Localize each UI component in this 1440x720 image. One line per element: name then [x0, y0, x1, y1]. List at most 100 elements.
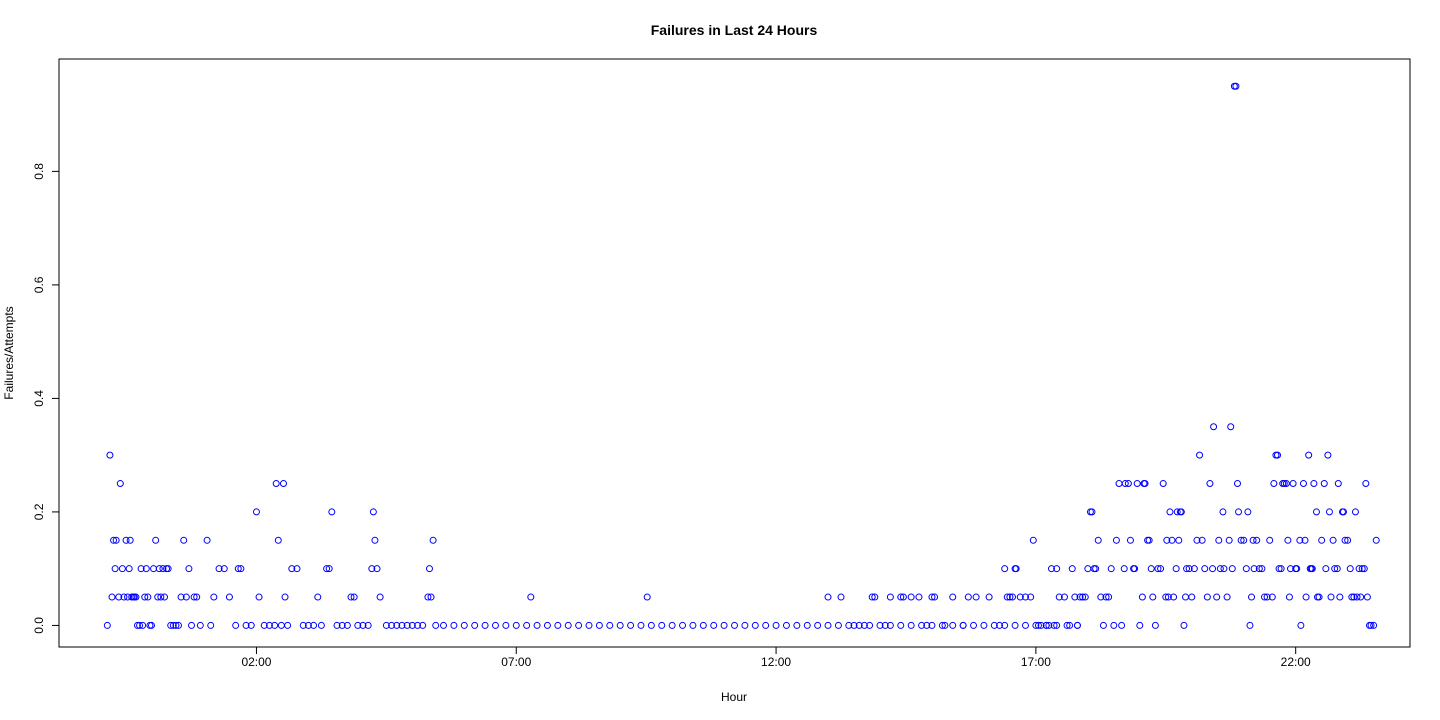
data-point	[281, 593, 289, 601]
data-point	[1296, 536, 1304, 544]
data-point	[1255, 565, 1263, 573]
y-axis: 0.0 0.2 0.4 0.6 0.8	[32, 163, 59, 634]
data-point	[527, 593, 535, 601]
data-point	[277, 621, 285, 629]
data-point	[1079, 593, 1087, 601]
data-point	[1183, 565, 1191, 573]
data-point	[1351, 508, 1359, 516]
data-point	[122, 536, 130, 544]
data-point	[172, 621, 180, 629]
data-point	[160, 593, 168, 601]
data-point	[1325, 508, 1333, 516]
data-point	[1084, 565, 1092, 573]
data-point	[136, 621, 144, 629]
data-point	[575, 621, 583, 629]
data-point	[996, 621, 1004, 629]
data-point	[225, 593, 233, 601]
data-point	[1166, 508, 1174, 516]
data-point	[450, 621, 458, 629]
data-point	[1308, 565, 1316, 573]
data-point	[1248, 593, 1256, 601]
data-point	[237, 565, 245, 573]
data-point	[388, 621, 396, 629]
data-point	[1003, 593, 1011, 601]
data-point	[881, 621, 889, 629]
data-point	[1063, 621, 1071, 629]
data-point	[689, 621, 697, 629]
x-tick-label: 02:00	[241, 655, 271, 669]
data-point	[1233, 480, 1241, 488]
data-point	[141, 593, 149, 601]
data-point	[152, 536, 160, 544]
data-point	[1220, 565, 1228, 573]
data-point	[1045, 621, 1053, 629]
data-point	[1172, 565, 1180, 573]
data-point	[1094, 536, 1102, 544]
data-point	[1223, 593, 1231, 601]
data-point	[106, 451, 114, 459]
data-point	[1293, 565, 1301, 573]
data-point	[907, 593, 915, 601]
data-point	[338, 621, 346, 629]
data-point	[347, 593, 355, 601]
data-point	[432, 621, 440, 629]
data-point	[1081, 593, 1089, 601]
data-point	[1327, 593, 1335, 601]
data-point	[1188, 593, 1196, 601]
data-point	[247, 621, 255, 629]
data-point	[803, 621, 811, 629]
data-point	[949, 593, 957, 601]
data-point	[1299, 480, 1307, 488]
data-point	[606, 621, 614, 629]
x-tick-label: 07:00	[501, 655, 531, 669]
data-point	[314, 593, 322, 601]
y-tick-label: 0.0	[32, 617, 46, 634]
data-point	[1232, 82, 1240, 90]
data-point	[207, 621, 215, 629]
data-point	[1305, 451, 1313, 459]
data-point	[1071, 593, 1079, 601]
data-point	[491, 621, 499, 629]
data-point	[1120, 565, 1128, 573]
data-point	[167, 621, 175, 629]
data-point	[1301, 536, 1309, 544]
data-point	[147, 621, 155, 629]
data-point	[793, 621, 801, 629]
data-point	[210, 593, 218, 601]
data-point	[990, 621, 998, 629]
data-point	[1157, 565, 1165, 573]
data-point	[1357, 593, 1365, 601]
data-point	[512, 621, 520, 629]
data-point	[1021, 621, 1029, 629]
data-point	[1284, 536, 1292, 544]
data-point	[1249, 536, 1257, 544]
data-point	[928, 593, 936, 601]
data-point	[1268, 593, 1276, 601]
data-point	[1285, 593, 1293, 601]
data-point	[157, 593, 165, 601]
data-point	[169, 621, 177, 629]
plot-frame	[58, 58, 1411, 648]
data-point	[845, 621, 853, 629]
data-point	[137, 565, 145, 573]
data-point	[1149, 593, 1157, 601]
data-points	[103, 82, 1380, 629]
data-point	[1168, 536, 1176, 544]
data-point	[928, 621, 936, 629]
data-point	[1203, 593, 1211, 601]
data-point	[964, 593, 972, 601]
data-point	[414, 621, 422, 629]
data-point	[118, 565, 126, 573]
data-point	[1315, 593, 1323, 601]
data-point	[772, 621, 780, 629]
data-point	[279, 480, 287, 488]
data-point	[1362, 480, 1370, 488]
data-point	[1011, 621, 1019, 629]
data-point	[959, 621, 967, 629]
data-point	[272, 480, 280, 488]
y-tick-label: 0.6	[32, 276, 46, 293]
data-point	[1253, 536, 1261, 544]
data-point	[1329, 536, 1337, 544]
data-point	[1016, 593, 1024, 601]
